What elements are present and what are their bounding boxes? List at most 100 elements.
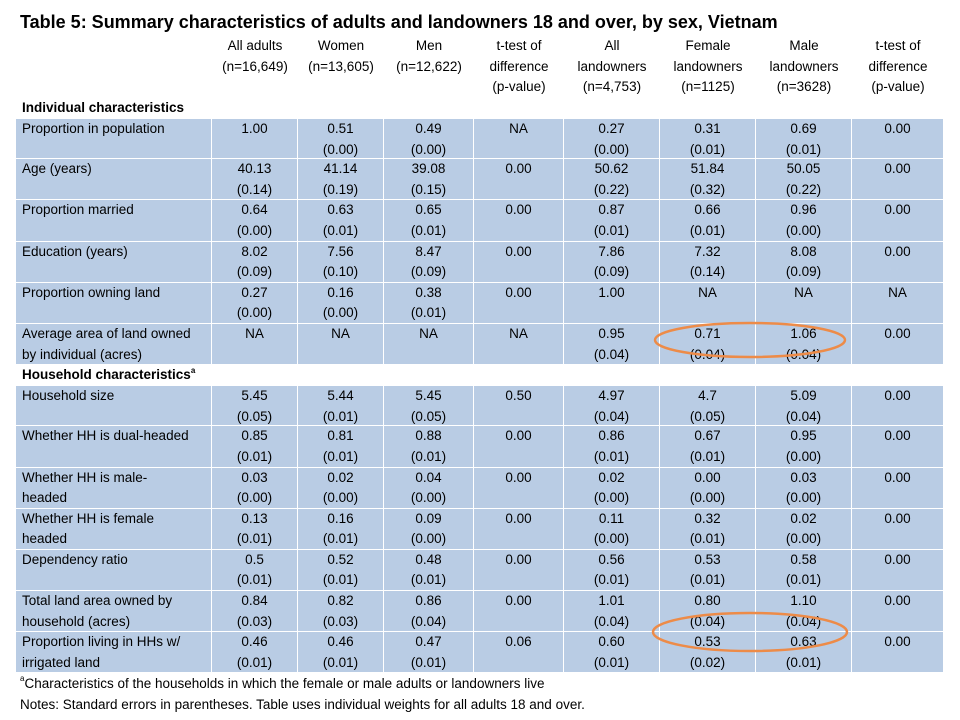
table-cell: 0.09 (0.00) bbox=[384, 508, 474, 550]
cell-std-error: (0.01) bbox=[689, 222, 726, 238]
cell-value: NA bbox=[698, 284, 717, 300]
cell-value: 0.71 bbox=[694, 325, 721, 341]
row-label: Whether HH is male-headed bbox=[16, 467, 212, 509]
cell-value: 0.00 bbox=[505, 243, 532, 259]
row-label-line: Whether HH is dual-headed bbox=[22, 428, 189, 444]
table-cell: 0.02 (0.00) bbox=[756, 508, 852, 550]
cell-std-error: (0.01) bbox=[593, 654, 630, 670]
column-header-line: Male bbox=[789, 38, 819, 53]
table-cell: 0.67 (0.01) bbox=[660, 426, 756, 468]
cell-std-error: (0.01) bbox=[236, 531, 273, 547]
row-label-line: headed bbox=[22, 490, 68, 506]
cell-value: 0.96 bbox=[790, 202, 817, 218]
cell-std-error: (0.05) bbox=[410, 408, 447, 424]
cell-value: 0.87 bbox=[598, 202, 625, 218]
table-cell: 0.00 bbox=[852, 508, 944, 550]
cell-value: 0.00 bbox=[884, 510, 911, 526]
cell-std-error: (0.01) bbox=[322, 654, 359, 670]
row-label: Average area of land owned by individual … bbox=[16, 323, 212, 366]
cell-value: 0.53 bbox=[694, 634, 721, 650]
column-header-line: (p-value) bbox=[492, 79, 546, 95]
footnote-text: Characteristics of the households in whi… bbox=[24, 676, 545, 691]
row-label: Whether HH is female headed bbox=[16, 508, 212, 550]
table-cell: 5.09 (0.04) bbox=[756, 385, 852, 427]
cell-std-error: (0.01) bbox=[410, 448, 447, 464]
cell-std-error: (0.01) bbox=[236, 654, 273, 670]
cell-std-error: (0.01) bbox=[322, 572, 359, 588]
column-header: Men (n=12,622) bbox=[384, 36, 474, 98]
cell-value: 0.5 bbox=[245, 551, 264, 567]
table-cell: 0.00 bbox=[474, 549, 564, 592]
cell-value: 1.06 bbox=[790, 325, 817, 341]
cell-value: 0.16 bbox=[327, 284, 354, 300]
cell-value: 0.82 bbox=[327, 593, 354, 609]
table-cell: 4.7 (0.05) bbox=[660, 385, 756, 427]
cell-value: 0.00 bbox=[884, 634, 911, 650]
cell-value: 0.16 bbox=[327, 510, 354, 526]
cell-std-error: (0.01) bbox=[322, 531, 359, 547]
cell-value: 0.95 bbox=[598, 325, 625, 341]
row-label-line: Education (years) bbox=[22, 243, 128, 259]
cell-value: NA bbox=[794, 284, 813, 300]
cell-value: 5.44 bbox=[327, 388, 354, 404]
cell-value: 1.00 bbox=[598, 284, 625, 300]
cell-std-error: (0.05) bbox=[689, 408, 726, 424]
column-header-line: All bbox=[604, 38, 620, 53]
cell-value: 0.86 bbox=[598, 428, 625, 444]
cell-value: 0.84 bbox=[241, 593, 268, 609]
table-cell: 0.96 (0.00) bbox=[756, 200, 852, 242]
cell-value: 51.84 bbox=[690, 161, 725, 177]
table-cell: 0.81 (0.01) bbox=[298, 426, 384, 468]
row-label-line: Whether HH is female bbox=[22, 510, 155, 526]
row-label: Proportion owning land bbox=[16, 282, 212, 324]
cell-value: 0.00 bbox=[884, 243, 911, 259]
table-cell: 1.01 (0.04) bbox=[564, 591, 660, 633]
cell-std-error: (0.09) bbox=[785, 264, 822, 280]
table-cell: 0.00 bbox=[852, 159, 944, 201]
cell-std-error: (0.01) bbox=[689, 141, 726, 157]
table-cell: 51.84 (0.32) bbox=[660, 159, 756, 201]
cell-value: 7.32 bbox=[694, 243, 721, 259]
table-cell: 0.00 bbox=[474, 282, 564, 324]
cell-value: 0.00 bbox=[884, 121, 911, 136]
table-cell: 7.86 (0.09) bbox=[564, 241, 660, 283]
table-cell: 0.80 (0.04) bbox=[660, 591, 756, 633]
cell-value: 0.80 bbox=[694, 593, 721, 609]
cell-std-error: (0.22) bbox=[593, 181, 630, 197]
cell-std-error: (0.01) bbox=[410, 572, 447, 588]
row-label: Household size bbox=[16, 385, 212, 427]
table-cell: 0.63 (0.01) bbox=[756, 632, 852, 674]
table-cell: 1.10 (0.04) bbox=[756, 591, 852, 633]
column-header-line: difference bbox=[868, 58, 928, 74]
table-cell: 0.69 (0.01) bbox=[756, 118, 852, 160]
row-label-line: Whether HH is male- bbox=[22, 469, 148, 485]
table-cell: 0.5 (0.01) bbox=[212, 549, 298, 592]
cell-std-error: (0.00) bbox=[785, 448, 822, 464]
cell-std-error: (0.01) bbox=[593, 448, 630, 464]
cell-value: 0.52 bbox=[327, 551, 354, 567]
table-cell: 0.50 bbox=[474, 385, 564, 427]
column-header-line: (n=1125) bbox=[681, 79, 735, 95]
table-cell: 0.00 bbox=[852, 241, 944, 283]
table-cell: 0.53 (0.02) bbox=[660, 632, 756, 674]
cell-std-error: (0.15) bbox=[410, 181, 447, 197]
cell-value: 0.64 bbox=[241, 202, 268, 218]
cell-std-error: (0.32) bbox=[689, 181, 726, 197]
column-header-line: (n=16,649) bbox=[222, 58, 288, 74]
table-cell: 39.08 (0.15) bbox=[384, 159, 474, 201]
cell-std-error: (0.01) bbox=[785, 572, 822, 588]
section-title-marker: a bbox=[190, 366, 196, 376]
table-cell: 0.00 bbox=[852, 323, 944, 366]
table-cell: 50.05 (0.22) bbox=[756, 159, 852, 201]
table-cell: 0.48 (0.01) bbox=[384, 549, 474, 592]
cell-value: 8.08 bbox=[790, 243, 817, 259]
table-cell: NA bbox=[474, 323, 564, 366]
column-header: Women (n=13,605) bbox=[298, 36, 384, 98]
cell-value: 7.86 bbox=[598, 243, 625, 259]
column-header-line: (n=12,622) bbox=[396, 58, 462, 74]
cell-std-error: (0.14) bbox=[236, 181, 273, 197]
table-cell: 0.00 bbox=[852, 118, 944, 160]
table-cell: 0.00 bbox=[852, 632, 944, 674]
table-cell: 7.56 (0.10) bbox=[298, 241, 384, 283]
cell-value: 0.27 bbox=[241, 284, 268, 300]
